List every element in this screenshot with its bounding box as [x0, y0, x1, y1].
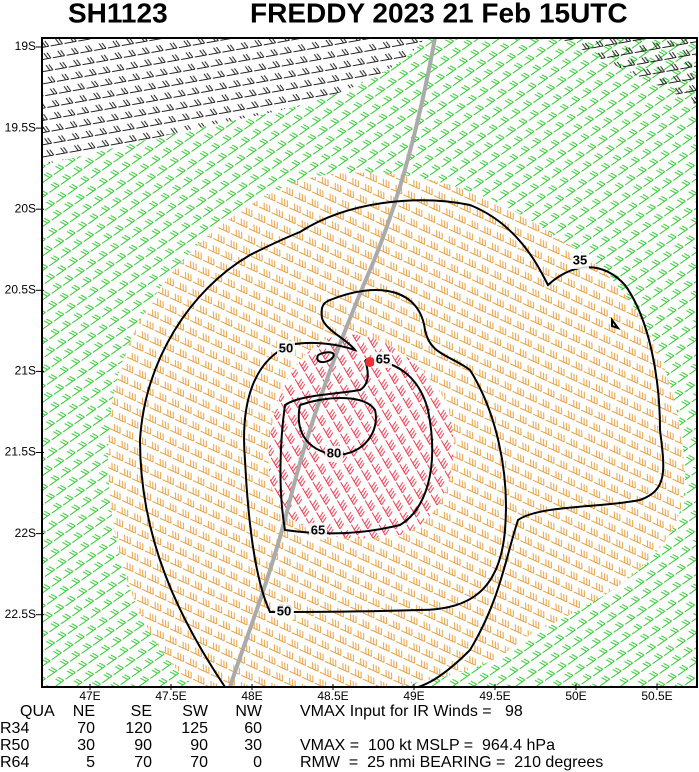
info-line: VMAX Input for IR Winds = 98: [300, 703, 523, 720]
storm-winds: [268, 334, 454, 539]
table-cell: 70: [77, 720, 95, 737]
info-line: VMAX = 100 kt MSLP = 964.4 hPa: [300, 737, 555, 754]
contour-label: 35: [573, 252, 587, 267]
table-cell: 90: [134, 737, 152, 754]
lon-label: 49.5E: [479, 689, 510, 703]
contour-label-bg: [309, 523, 327, 539]
table-cell: R64: [0, 754, 29, 771]
contour-label: 65: [376, 351, 390, 366]
table-cell: R50: [0, 737, 29, 754]
table-cell: 30: [244, 737, 262, 754]
weak-winds-ne: [560, 38, 697, 105]
lon-label: 47E: [79, 689, 100, 703]
contour-label-bg: [325, 446, 343, 462]
lat-label: 20.5S: [5, 282, 36, 296]
table-header: SW: [182, 703, 209, 720]
lon-label: 47.5E: [155, 689, 186, 703]
info-line: RMW = 25 nmi BEARING = 210 degrees: [300, 754, 603, 771]
lon-label: 49E: [403, 689, 424, 703]
lat-label: 21.5S: [5, 445, 36, 459]
storm-id: SH1123: [68, 0, 168, 28]
lon-label: 48E: [241, 689, 262, 703]
lon-label: 50E: [565, 689, 586, 703]
lat-label: 19S: [15, 39, 36, 53]
contours: [138, 199, 665, 687]
lat-label: 21S: [15, 364, 36, 378]
table-cell: 5: [86, 754, 95, 771]
table-cell: 30: [77, 737, 95, 754]
lat-label: 20S: [15, 201, 36, 215]
table-cell: 70: [190, 754, 208, 771]
table-header: QUA: [20, 703, 55, 720]
contour-label-bg: [275, 604, 293, 620]
contour-label-bg: [374, 352, 392, 368]
table-header: SE: [131, 703, 152, 720]
table-cell: 0: [253, 754, 262, 771]
table-cell: 60: [244, 720, 262, 737]
table-cell: 70: [134, 754, 152, 771]
lon-label: 48.5E: [317, 689, 348, 703]
lon-label: 50.5E: [641, 689, 672, 703]
map-frame: [41, 37, 698, 688]
table-cell: 120: [125, 720, 152, 737]
lat-label: 22.5S: [5, 607, 36, 621]
contour-label: 80: [327, 445, 341, 460]
map-area: [42, 38, 697, 687]
contour-label: 50: [279, 340, 293, 355]
table-cell: R34: [0, 720, 29, 737]
storm-center: [365, 357, 375, 367]
track: [228, 38, 437, 687]
lat-label: 22S: [15, 526, 36, 540]
table-cell: 90: [190, 737, 208, 754]
storm-title: FREDDY 2023 21 Feb 15UTC: [250, 0, 628, 28]
table-header: NE: [73, 703, 95, 720]
lat-label: 19.5S: [5, 120, 36, 134]
table-cell: 125: [181, 720, 208, 737]
contour-label-bg: [571, 253, 589, 269]
contour-label: 50: [277, 603, 291, 618]
weak-winds: [42, 38, 425, 165]
contour-label-bg: [277, 341, 295, 357]
table-header: NW: [235, 703, 263, 720]
contour-label: 65: [311, 522, 325, 537]
